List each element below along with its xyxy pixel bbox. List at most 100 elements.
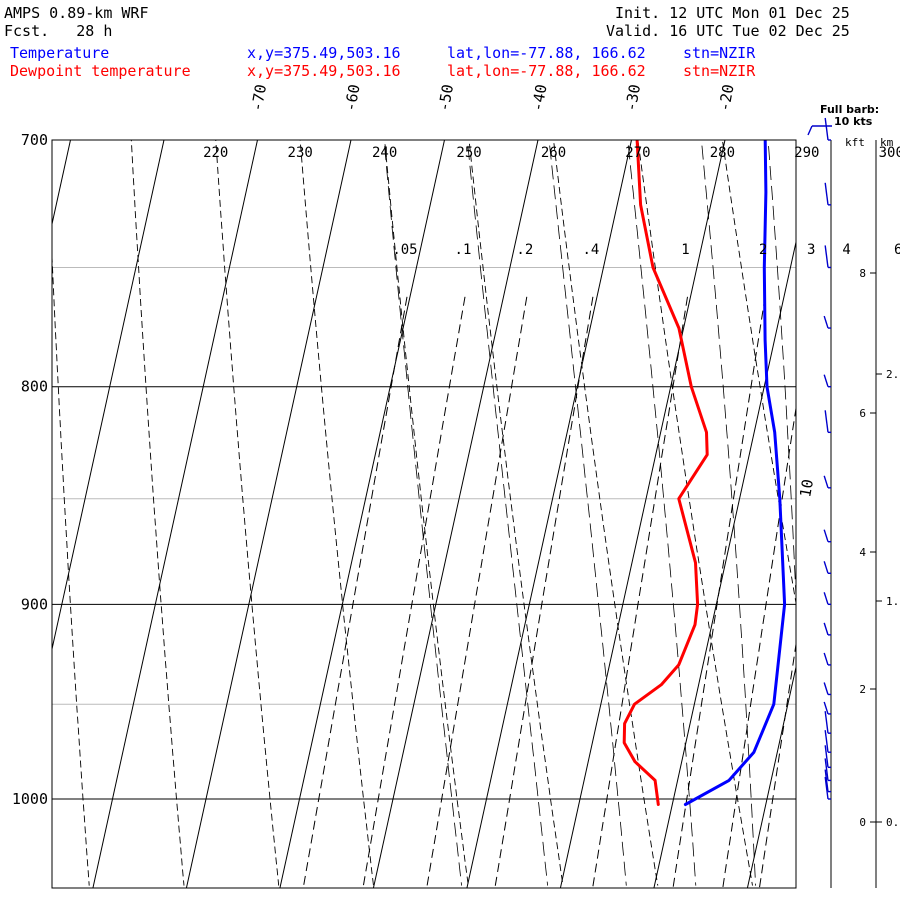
moist-adiabat — [767, 140, 796, 606]
theta-label: 220 — [203, 145, 228, 161]
isotherm-label: -30 — [622, 83, 644, 113]
wind-barb — [824, 711, 829, 734]
forecast-hour: Fcst. 28 h — [4, 22, 113, 40]
wind-barb — [823, 475, 829, 489]
isotherm-line — [372, 140, 539, 888]
pressure-tick-label: 900 — [21, 595, 48, 613]
dry-adiabat — [637, 140, 753, 886]
theta-label: 230 — [288, 145, 313, 161]
moist-adiabat — [548, 140, 627, 886]
legend-dewpoint-xy: x,y=375.49,503.16 — [247, 62, 401, 80]
dry-adiabat — [384, 140, 469, 886]
isotherm-label: -60 — [341, 83, 363, 113]
barb-legend-line1: Full barb: — [820, 103, 880, 116]
plot-frame — [51, 139, 797, 889]
wind-barb — [823, 701, 829, 715]
dry-adiabat — [130, 140, 185, 886]
wind-barb — [824, 245, 829, 268]
isotherm-line — [92, 140, 258, 888]
mixing-ratio-line — [302, 296, 408, 888]
km-tick-label: 0. — [886, 816, 899, 829]
mixing-ratio-label: 1 — [681, 242, 689, 258]
km-tick-label: 2. — [886, 368, 899, 381]
wind-barb — [823, 315, 829, 329]
isotherm-label: -20 — [715, 83, 737, 113]
model-title: AMPS 0.89-km WRF — [4, 4, 149, 22]
isotherm-line — [52, 140, 165, 652]
wind-barb — [824, 410, 829, 433]
dewpoint-trace — [622, 140, 709, 806]
mixing-ratio-label: .2 — [516, 242, 533, 258]
pressure-tick-label: 700 — [21, 131, 48, 149]
isotherm-label: -50 — [435, 83, 457, 113]
legend-dewpoint-name: Dewpoint temperature — [10, 62, 191, 80]
moist-adiabat — [466, 140, 548, 886]
wind-barb — [824, 769, 829, 792]
dry-adiabat — [299, 140, 374, 886]
wind-barb — [824, 745, 829, 768]
moist-adiabat — [798, 0, 849, 886]
mixing-ratio-label: 4 — [842, 242, 850, 258]
moist-adiabat — [701, 140, 756, 886]
legend-temperature-stn: stn=NZIR — [683, 44, 756, 62]
dry-adiabat — [826, 0, 900, 886]
wind-barb — [823, 622, 829, 636]
dry-adiabat — [553, 140, 659, 886]
mixing-ratio-label: 3 — [807, 242, 815, 258]
isotherm-line — [185, 140, 352, 888]
isotherm-label: -70 — [248, 83, 270, 113]
barb-legend-line2: 10 kts — [834, 115, 873, 128]
dry-adiabat — [746, 0, 900, 886]
theta-label: 280 — [710, 145, 735, 161]
isotherm-line — [746, 664, 796, 888]
kft-tick-label: 0 — [859, 816, 866, 829]
mixing-ratio-line — [494, 296, 594, 888]
theta-label: 260 — [541, 145, 566, 161]
barb-legend-staff — [807, 125, 813, 136]
init-time: Init. 12 UTC Mon 01 Dec 25 — [615, 4, 850, 22]
pressure-tick-label: 1000 — [12, 790, 48, 808]
pressure-tick-label: 800 — [21, 378, 48, 396]
dry-adiabat — [468, 140, 564, 886]
wind-barb — [823, 529, 829, 542]
mixing-ratio-label: 6 — [894, 242, 900, 258]
theta-label: 270 — [625, 145, 650, 161]
valid-time: Valid. 16 UTC Tue 02 Dec 25 — [606, 22, 850, 40]
wind-barb — [824, 758, 829, 781]
isotherm-line — [653, 239, 796, 888]
theta-label: 240 — [372, 145, 397, 161]
wind-barb — [823, 374, 829, 387]
legend-dewpoint-stn: stn=NZIR — [683, 62, 756, 80]
theta-label: 290 — [794, 145, 819, 161]
wind-barb — [824, 182, 829, 205]
km-label: km — [880, 136, 894, 149]
legend-temperature-latlon: lat,lon=-77.88, 166.62 — [447, 44, 646, 62]
mixing-ratio-line — [758, 640, 796, 888]
mixing-ratio-label: .05 — [392, 242, 417, 258]
mixing-ratio-label: .1 — [455, 242, 472, 258]
mixing-ratio-line — [426, 296, 528, 888]
mixing-ratio-line — [592, 296, 688, 888]
kft-label: kft — [845, 136, 865, 149]
isotherm-label-side: 10 — [796, 478, 817, 499]
legend-temperature-xy: x,y=375.49,503.16 — [247, 44, 401, 62]
mixing-ratio-line — [672, 296, 766, 888]
mixing-ratio-label: .4 — [582, 242, 599, 258]
kft-tick-label: 2 — [859, 683, 866, 696]
legend-dewpoint-latlon: lat,lon=-77.88, 166.62 — [447, 62, 646, 80]
legend-temperature-name: Temperature — [10, 44, 110, 62]
kft-tick-label: 8 — [859, 267, 866, 280]
isotherm-line — [279, 140, 445, 888]
theta-label: 300 — [879, 145, 900, 161]
dry-adiabat — [721, 140, 796, 606]
moist-adiabat — [857, 0, 886, 886]
kft-tick-label: 6 — [859, 407, 866, 420]
wind-barb — [824, 730, 829, 753]
mixing-ratio-line — [362, 296, 466, 888]
isotherm-line — [52, 140, 71, 227]
wind-barb — [823, 682, 829, 695]
wind-barb — [824, 117, 829, 141]
theta-label: 250 — [456, 145, 481, 161]
